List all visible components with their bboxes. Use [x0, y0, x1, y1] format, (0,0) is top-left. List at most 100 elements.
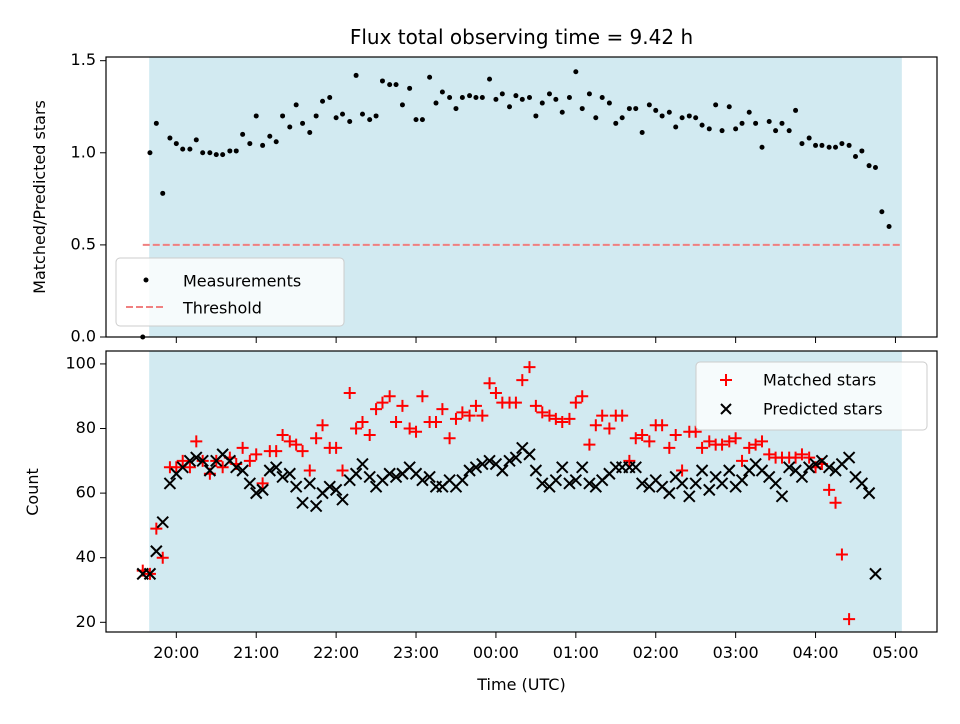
measurement-point: [320, 98, 326, 104]
predicted-star-point: [143, 567, 157, 581]
matched-star-point: [390, 416, 403, 429]
measurement-point: [719, 128, 725, 134]
matched-star-point: [623, 454, 636, 467]
count-y-tick-label: 100: [65, 353, 96, 372]
matched-star-point: [529, 399, 542, 412]
predicted-star-point: [349, 467, 363, 480]
count-y-axis-label: Count: [23, 468, 42, 516]
measurement-point: [566, 95, 572, 101]
predicted-star-point: [723, 464, 736, 477]
x-tick-label: 03:00: [713, 643, 759, 662]
predicted-star-point: [503, 454, 516, 468]
measurement-point: [407, 85, 413, 91]
measurement-point: [673, 124, 679, 130]
predicted-star-points: [136, 441, 882, 581]
measurement-point: [433, 100, 439, 106]
measurement-point: [586, 91, 592, 97]
measurement-point: [439, 89, 445, 95]
matched-star-point: [396, 399, 409, 412]
matched-star-point: [729, 432, 742, 445]
matched-star-point: [616, 409, 629, 422]
measurement-point: [313, 113, 319, 119]
matched-star-point: [636, 428, 649, 441]
predicted-star-point: [769, 477, 782, 490]
matched-star-point: [536, 406, 549, 419]
matched-star-point: [549, 412, 562, 425]
x-tick-label: 22:00: [313, 643, 359, 662]
predicted-star-point: [629, 461, 642, 474]
measurement-point: [359, 111, 365, 117]
measurement-point: [579, 106, 585, 112]
matched-star-point: [296, 445, 309, 458]
count-legend-box: [695, 361, 928, 431]
matched-star-point: [716, 438, 729, 451]
measurement-point: [227, 148, 233, 154]
matched-star-point: [469, 399, 482, 412]
predicted-star-point: [549, 473, 563, 487]
measurement-point: [606, 100, 612, 106]
measurement-point: [399, 102, 405, 108]
measurement-point: [599, 95, 605, 101]
predicted-star-point: [203, 464, 217, 477]
measurement-point: [639, 130, 645, 136]
matched-star-point: [476, 409, 489, 422]
measurement-point: [833, 144, 839, 150]
matched-star-point: [795, 448, 808, 461]
ratio-legend: Measurements Threshold: [115, 257, 345, 327]
predicted-star-point: [283, 467, 296, 480]
predicted-star-point: [855, 477, 869, 490]
legend-predicted-label: Predicted stars: [763, 400, 883, 419]
measurement-point: [686, 113, 692, 119]
predicted-star-point: [822, 461, 836, 474]
predicted-star-point: [269, 461, 283, 474]
measurement-point: [240, 131, 246, 137]
measurement-point: [287, 124, 293, 130]
matched-star-point: [576, 390, 589, 403]
measurement-point: [293, 102, 299, 108]
measurement-point: [379, 78, 385, 84]
measurement-point: [233, 148, 239, 154]
matched-star-point: [270, 445, 283, 458]
x-tick-label: 20:00: [153, 643, 199, 662]
x-tick-label: 01:00: [553, 643, 599, 662]
predicted-star-point: [256, 483, 269, 497]
measurement-point: [393, 82, 399, 88]
predicted-star-point: [556, 461, 569, 474]
x-tick-label: 04:00: [792, 643, 838, 662]
measurement-point: [427, 74, 433, 80]
count-axes-frame: [105, 350, 938, 633]
matched-star-point: [303, 464, 316, 477]
measurement-point: [180, 146, 186, 152]
measurement-point: [173, 141, 179, 147]
predicted-star-point: [476, 457, 489, 471]
measurement-point: [459, 95, 465, 101]
measurement-point: [533, 113, 539, 119]
matched-star-point: [589, 419, 602, 432]
measurement-point: [260, 142, 266, 148]
predicted-star-point: [735, 473, 749, 487]
measurement-point: [526, 95, 532, 101]
measurement-point: [513, 93, 519, 99]
measurement-point: [773, 128, 779, 134]
legend-measurements-label: Measurements: [183, 272, 301, 291]
measurement-point: [273, 139, 279, 145]
matched-star-point: [556, 416, 569, 429]
predicted-star-point: [463, 464, 476, 477]
predicted-star-point: [190, 451, 203, 464]
measurement-point: [779, 120, 785, 126]
matched-star-point: [696, 441, 709, 454]
predicted-star-point: [183, 454, 197, 468]
matched-star-point: [803, 451, 816, 464]
ratio-y-ticks: 0.0 0.5 1.0 1.5: [71, 50, 106, 346]
measurement-point: [220, 152, 226, 158]
predicted-star-point: [243, 477, 257, 490]
measurement-point: [340, 111, 346, 117]
matched-star-point: [243, 454, 256, 467]
matched-star-point: [283, 435, 296, 448]
matched-star-point: [843, 613, 856, 626]
measurement-point: [739, 120, 745, 126]
measurement-point: [846, 142, 852, 148]
predicted-star-point: [196, 454, 209, 468]
predicted-star-point: [483, 454, 496, 468]
